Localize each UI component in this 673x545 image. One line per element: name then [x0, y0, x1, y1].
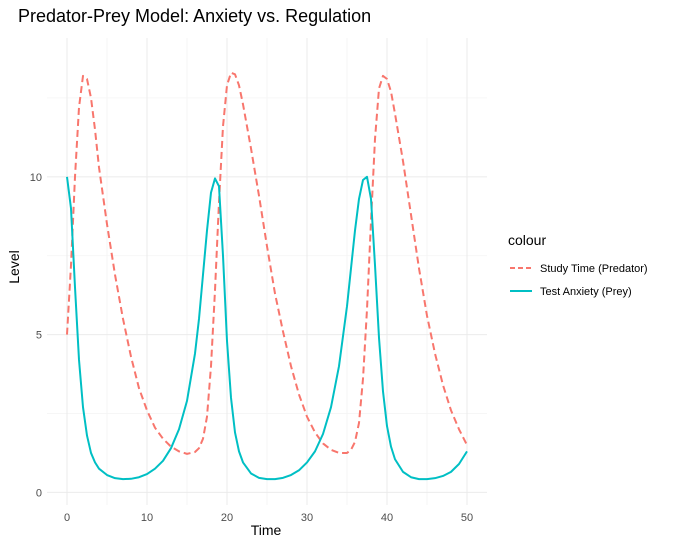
y-axis-title: Level	[6, 250, 22, 283]
legend-title: colour	[508, 232, 546, 248]
series-line-1	[66, 71, 468, 455]
y-tick-labels: 0 5 10	[30, 172, 42, 500]
y-tick-label: 5	[36, 330, 42, 342]
chart-title: Predator-Prey Model: Anxiety vs. Regulat…	[18, 6, 371, 26]
x-tick-labels: 0 10 20 30 40 50	[64, 512, 473, 524]
x-tick-label: 40	[381, 512, 393, 524]
grid	[47, 38, 487, 505]
legend: colour Study Time (Predator) Test Anxiety…	[508, 232, 648, 298]
x-tick-label: 50	[461, 512, 473, 524]
x-tick-label: 20	[221, 512, 233, 524]
x-tick-label: 30	[301, 512, 313, 524]
series-lines	[66, 71, 468, 481]
series-line-2	[66, 175, 468, 481]
y-tick-label: 10	[30, 172, 42, 184]
y-tick-label: 0	[36, 487, 42, 499]
x-axis-title: Time	[251, 522, 282, 538]
legend-label-1: Study Time (Predator)	[540, 263, 648, 275]
x-tick-label: 10	[141, 512, 153, 524]
x-tick-label: 0	[64, 512, 70, 524]
legend-label-2: Test Anxiety (Prey)	[540, 286, 632, 298]
